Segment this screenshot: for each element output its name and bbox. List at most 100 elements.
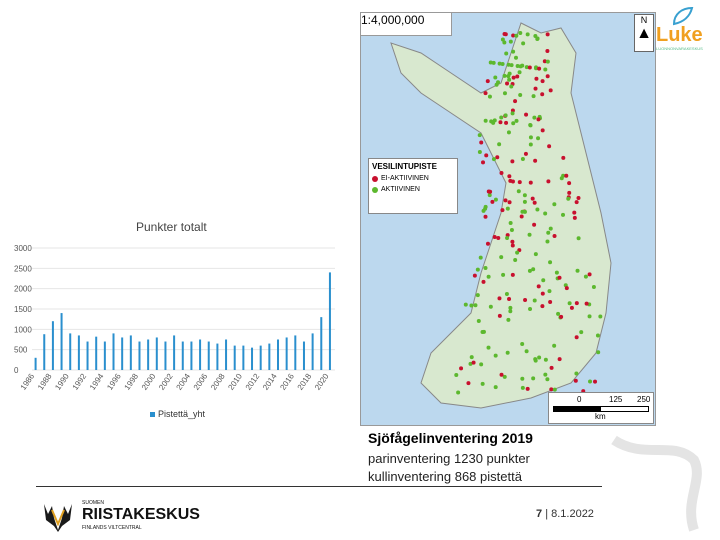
map-point: [493, 385, 498, 390]
map-point: [522, 199, 527, 204]
map-point: [514, 33, 519, 38]
bar: [155, 337, 158, 370]
map-point: [546, 179, 551, 184]
footer-separator: |: [545, 508, 549, 520]
map-point: [503, 198, 508, 203]
map-point: [505, 81, 510, 86]
logo-name: RIISTAKESKUS: [82, 506, 200, 523]
x-tick-label: 1990: [53, 372, 71, 392]
map-point: [541, 278, 546, 283]
bar: [294, 335, 297, 370]
map-point: [535, 207, 540, 212]
map-point: [574, 371, 579, 376]
map-point: [593, 379, 598, 384]
x-tick-label: 2020: [313, 372, 331, 392]
map-point: [545, 32, 550, 37]
map-point: [481, 160, 486, 165]
map-point: [491, 120, 496, 125]
map-point: [517, 70, 522, 75]
map-point: [548, 88, 553, 93]
map-point: [548, 226, 553, 231]
map-point: [543, 67, 548, 72]
map-point: [540, 79, 545, 84]
map-scale-box: 1:4,000,000: [360, 12, 452, 36]
legend-item-label: EI-AKTIIVINEN: [381, 175, 429, 182]
map-point: [546, 230, 551, 235]
map-point: [483, 214, 488, 219]
map-point: [543, 372, 548, 377]
map-point: [510, 272, 515, 277]
map-point: [502, 40, 507, 45]
map-point: [468, 361, 473, 366]
antler-icon: [44, 504, 72, 532]
bar: [285, 337, 288, 370]
map-point: [557, 357, 562, 362]
x-tick-label: 1996: [105, 372, 123, 392]
map-point: [500, 37, 505, 42]
map-scale: 1:4,000,000: [361, 13, 425, 27]
y-tick-label: 0: [14, 366, 19, 375]
bar: [147, 339, 150, 370]
map-point: [486, 274, 491, 279]
y-tick-label: 1000: [14, 325, 32, 334]
map-point: [527, 65, 532, 70]
map-point: [504, 291, 509, 296]
red-dot-icon: [372, 175, 378, 182]
map-point: [499, 372, 504, 377]
map-point: [506, 62, 511, 67]
map-point: [528, 307, 533, 312]
page-number: 7: [536, 508, 543, 520]
map-point: [536, 284, 541, 289]
map-point: [511, 33, 516, 38]
map-point: [504, 51, 509, 56]
map-point: [540, 291, 545, 296]
map-point: [527, 268, 532, 273]
bar: [259, 345, 262, 370]
x-tick-label: 2012: [244, 372, 262, 392]
map-point: [518, 64, 523, 69]
map-point: [548, 300, 553, 305]
map-point: [479, 362, 484, 367]
map-point: [556, 311, 561, 316]
map-point: [483, 266, 488, 271]
observation-points: [454, 31, 603, 395]
info-title: Sjöfågelinventering 2019: [368, 430, 533, 446]
map-point: [572, 215, 577, 220]
map-point: [469, 355, 474, 360]
map-point: [514, 118, 519, 123]
map-point: [510, 179, 515, 184]
map-point: [547, 144, 552, 149]
x-tick-label: 1986: [19, 372, 37, 392]
map-point: [515, 250, 520, 255]
map-point: [588, 379, 593, 384]
bar: [103, 341, 106, 370]
map-point: [504, 120, 509, 125]
bar: [121, 337, 124, 370]
map-point: [549, 387, 554, 392]
map-point: [564, 286, 569, 291]
map-point: [561, 212, 566, 217]
map-point: [543, 211, 548, 216]
x-tick-label: 2016: [278, 372, 296, 392]
map-point: [559, 176, 564, 181]
map-canvas: [390, 22, 612, 409]
map-point: [545, 239, 550, 244]
map-point: [484, 153, 489, 158]
map-point: [477, 150, 482, 155]
map-point: [483, 118, 488, 123]
bar: [51, 321, 54, 370]
x-tick-label: 2006: [192, 372, 210, 392]
map-point: [557, 275, 562, 280]
map-point: [493, 197, 498, 202]
map-point: [516, 189, 521, 194]
riistakeskus-logo: SUOMEN RIISTAKESKUS FINLANDS VILTCENTRAL: [38, 500, 200, 539]
bar: [242, 345, 245, 370]
bar: [181, 341, 184, 370]
map-point: [576, 236, 581, 241]
map-point: [499, 115, 504, 120]
map-point: [545, 59, 550, 64]
bar: [251, 347, 254, 370]
map-point: [497, 296, 502, 301]
bar: [60, 313, 63, 370]
map-point: [502, 91, 507, 96]
